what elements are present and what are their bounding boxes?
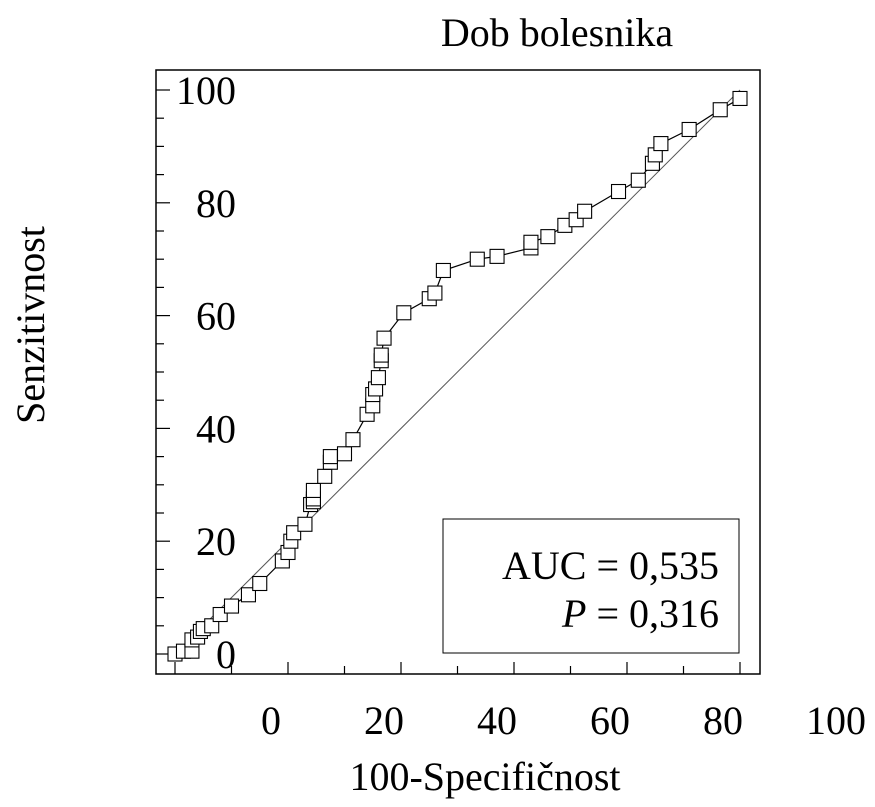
x-axis-ticks: [174, 662, 741, 674]
p-value-text: P = 0,316: [561, 591, 719, 636]
roc-point-marker: [376, 330, 392, 346]
x-axis-label: 100-Specifičnost: [349, 754, 620, 799]
roc-point-marker: [732, 90, 748, 107]
roc-point-marker: [469, 251, 485, 267]
roc-point-marker: [204, 618, 220, 634]
roc-point-marker: [240, 587, 256, 603]
x-tick-label: 60: [590, 698, 630, 743]
auc-legend: AUC = 0,535 P = 0,316: [442, 518, 740, 654]
roc-point-marker: [630, 172, 646, 188]
x-tick-label: 0: [261, 698, 281, 743]
x-tick-label: 20: [364, 698, 404, 743]
roc-point-marker: [373, 347, 389, 363]
x-tick-labels: 0 20 40 60 80 100: [261, 698, 866, 743]
roc-point-marker: [435, 262, 451, 279]
p-symbol: P: [561, 591, 586, 636]
x-tick-label: 40: [477, 698, 517, 743]
p-value: = 0,316: [596, 591, 719, 636]
roc-point-marker: [305, 482, 321, 498]
roc-point-marker: [396, 305, 412, 321]
roc-point-marker: [681, 121, 697, 138]
y-tick-label: 20: [196, 519, 236, 564]
roc-point-marker: [297, 516, 313, 532]
y-tick-label: 60: [196, 294, 236, 339]
auc-legend-box: [442, 518, 740, 654]
auc-text: AUC = 0,535: [502, 543, 719, 588]
roc-point-marker: [523, 234, 539, 250]
y-tick-label: 80: [196, 181, 236, 226]
y-axis-label: Senzitivnost: [8, 226, 53, 424]
chart-title: Dob bolesnika: [441, 10, 673, 55]
roc-point-marker: [577, 203, 593, 219]
roc-point-marker: [370, 370, 386, 386]
roc-point-marker: [345, 432, 361, 448]
roc-point-marker: [653, 136, 669, 152]
x-tick-label: 100: [806, 698, 866, 743]
roc-point-marker: [489, 248, 505, 264]
y-tick-label: 0: [216, 632, 236, 677]
x-tick-label: 80: [703, 698, 743, 743]
roc-point-marker: [336, 446, 353, 462]
roc-point-marker: [427, 285, 443, 301]
roc-point-marker: [540, 229, 556, 245]
roc-point-marker: [212, 606, 228, 623]
y-axis-ticks: [156, 89, 170, 655]
roc-point-marker: [252, 575, 268, 592]
roc-point-marker: [223, 598, 240, 614]
y-tick-labels: 0 20 40 60 80 100: [176, 68, 236, 677]
roc-markers: [167, 90, 748, 662]
roc-point-marker: [610, 183, 627, 200]
y-tick-label: 40: [196, 406, 236, 451]
y-tick-label: 100: [176, 68, 236, 113]
roc-point-marker: [322, 449, 338, 465]
roc-point-marker: [317, 468, 333, 484]
roc-point-marker: [712, 102, 728, 118]
roc-point-marker: [286, 525, 302, 541]
